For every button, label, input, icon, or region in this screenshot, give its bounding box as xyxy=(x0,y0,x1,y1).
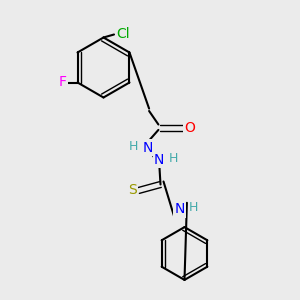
Text: N: N xyxy=(142,141,153,154)
Text: Cl: Cl xyxy=(116,28,130,41)
Text: H: H xyxy=(189,201,199,214)
Text: H: H xyxy=(128,140,138,153)
Text: H: H xyxy=(169,152,178,165)
Text: O: O xyxy=(184,121,195,134)
Text: S: S xyxy=(128,184,137,197)
Text: N: N xyxy=(174,202,184,216)
Text: F: F xyxy=(58,76,67,89)
Text: N: N xyxy=(154,153,164,166)
